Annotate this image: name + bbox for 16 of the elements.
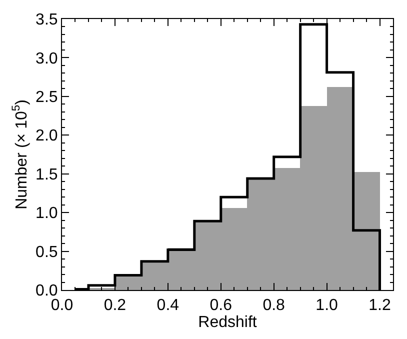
y-tick-label: 3.0: [36, 50, 58, 68]
y-tick-label: 2.0: [36, 128, 58, 145]
y-tick-label: 3.5: [36, 12, 58, 29]
y-tick-label: 0.5: [36, 244, 58, 261]
x-tick-label: 1.2: [368, 297, 391, 314]
x-axis-title: Redshift: [198, 314, 258, 332]
x-tick-label: 0.4: [156, 297, 180, 314]
x-tick-label: 1.0: [316, 297, 338, 314]
x-tick-label: 0.0: [50, 297, 74, 314]
y-tick-label: 2.5: [36, 89, 58, 106]
x-tick-label: 0.6: [210, 297, 232, 314]
y-tick-label: 1.0: [36, 205, 58, 222]
x-tick-label: 0.2: [104, 297, 126, 314]
y-tick-label: 0.0: [36, 282, 58, 300]
y-tick-label: 1.5: [36, 166, 58, 184]
x-tick-label: 0.8: [262, 297, 286, 314]
